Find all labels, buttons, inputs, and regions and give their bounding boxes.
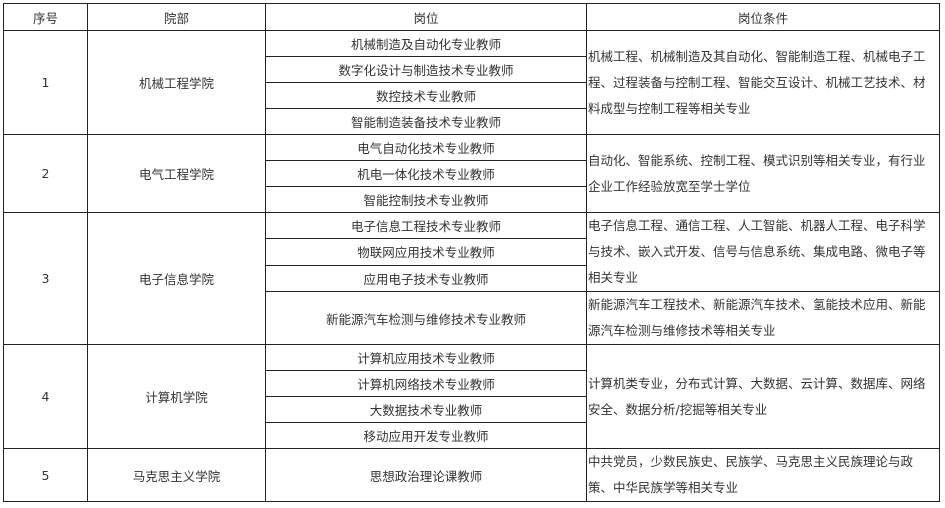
- position: 新能源汽车检测与维修技术专业教师: [265, 291, 587, 345]
- position: 移动应用开发专业教师: [265, 422, 587, 449]
- header-row: 序号 院部 岗位 岗位条件: [3, 3, 940, 31]
- table-row: 3 电子信息学院 电子信息工程技术专业教师 电子信息工程、通信工程、人工智能、机…: [3, 211, 940, 345]
- position: 电气自动化技术专业教师: [265, 134, 587, 161]
- department: 机械工程学院: [87, 30, 266, 135]
- position: 数字化设计与制造技术专业教师: [265, 56, 587, 83]
- recruitment-table: 序号 院部 岗位 岗位条件 1 机械工程学院 机械制造及自动化专业教师 机械工程…: [3, 3, 940, 502]
- table-row: 1 机械工程学院 机械制造及自动化专业教师 机械工程、机械制造及其自动化、智能制…: [3, 30, 940, 135]
- position: 大数据技术专业教师: [265, 396, 587, 423]
- position: 数控技术专业教师: [265, 82, 587, 109]
- table-row: 4 计算机学院 计算机应用技术专业教师 计算机类专业，分布式计算、大数据、云计算…: [3, 344, 940, 449]
- position: 思想政治理论课教师: [265, 448, 587, 502]
- table-row: 2 电气工程学院 电气自动化技术专业教师 自动化、智能系统、控制工程、模式识别等…: [3, 134, 940, 213]
- row-number: 2: [3, 134, 88, 213]
- header-dept: 院部: [87, 3, 266, 31]
- position: 计算机应用技术专业教师: [265, 344, 587, 371]
- table-row: 5 马克思主义学院 思想政治理论课教师 中共党员，少数民族史、民族学、马克思主义…: [3, 448, 940, 502]
- header-conditions: 岗位条件: [586, 3, 940, 31]
- row-number: 5: [3, 448, 88, 502]
- department: 计算机学院: [87, 344, 266, 449]
- position: 物联网应用技术专业教师: [265, 238, 587, 266]
- position: 智能控制技术专业教师: [265, 186, 587, 213]
- position: 电子信息工程技术专业教师: [265, 211, 587, 240]
- position: 应用电子技术专业教师: [265, 264, 587, 293]
- department: 马克思主义学院: [87, 448, 266, 502]
- header-no: 序号: [3, 3, 88, 31]
- row-number: 3: [3, 212, 88, 345]
- row-number: 4: [3, 344, 88, 449]
- conditions: 中共党员，少数民族史、民族学、马克思主义民族理论与政策、中华民族学等相关专业: [586, 448, 940, 502]
- conditions: 机械工程、机械制造及其自动化、智能制造工程、机械电子工程、过程装备与控制工程、智…: [586, 30, 940, 135]
- conditions: 自动化、智能系统、控制工程、模式识别等相关专业，有行业企业工作经验放宽至学士学位: [586, 134, 940, 213]
- conditions: 计算机类专业，分布式计算、大数据、云计算、数据库、网络安全、数据分析/挖掘等相关…: [586, 344, 940, 449]
- position: 计算机网络技术专业教师: [265, 370, 587, 397]
- position: 机械制造及自动化专业教师: [265, 30, 587, 57]
- position: 智能制造装备技术专业教师: [265, 108, 587, 135]
- position: 机电一体化技术专业教师: [265, 160, 587, 187]
- conditions: 电子信息工程、通信工程、人工智能、机器人工程、电子科学与技术、嵌入式开发、信号与…: [586, 212, 940, 292]
- department: 电气工程学院: [87, 134, 266, 213]
- row-number: 1: [3, 30, 88, 135]
- department: 电子信息学院: [87, 212, 266, 345]
- header-position: 岗位: [265, 3, 587, 31]
- conditions: 新能源汽车工程技术、新能源汽车技术、氢能技术应用、新能源汽车检测与维修技术等相关…: [586, 291, 940, 345]
